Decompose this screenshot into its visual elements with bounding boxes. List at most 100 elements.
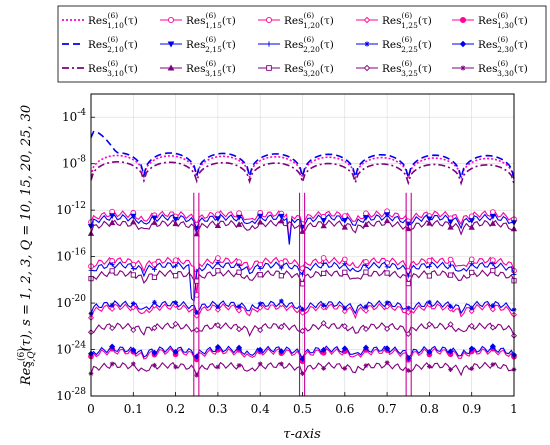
series-marker <box>490 362 496 367</box>
series-marker <box>299 228 306 234</box>
series-marker <box>214 222 222 228</box>
series-marker <box>194 309 200 315</box>
series-marker <box>363 210 369 217</box>
series-marker <box>236 362 242 368</box>
series-marker <box>215 255 221 261</box>
y-tick-label: 10-24 <box>56 341 86 357</box>
series-3-20 <box>88 267 517 287</box>
y-tick-label: 10-16 <box>56 248 86 264</box>
series-marker <box>405 368 411 373</box>
series-marker <box>215 364 221 370</box>
series-marker <box>151 215 158 222</box>
series-marker <box>468 218 475 224</box>
legend-item: Res(6) 1,10(τ) <box>62 11 138 30</box>
legend-item: Res(6) 3,20(τ) <box>258 59 334 78</box>
series-marker <box>341 223 348 230</box>
series-marker <box>300 306 305 312</box>
series-marker <box>278 213 285 220</box>
series-marker <box>172 257 179 264</box>
x-tick-label: 0.2 <box>166 402 185 416</box>
series-marker <box>108 213 116 219</box>
series-marker <box>130 218 137 225</box>
series-marker <box>109 325 116 332</box>
series-marker <box>448 367 453 372</box>
series-marker <box>363 269 369 275</box>
legend-item: Res(6) 1,15(τ) <box>160 11 236 30</box>
series-marker <box>426 321 433 328</box>
series-marker <box>321 270 327 277</box>
series-marker <box>426 257 433 264</box>
y-tick-label: 10-4 <box>62 108 86 124</box>
series-marker <box>214 216 222 223</box>
legend-label: Res(6) 3,10(τ) <box>88 59 138 78</box>
series-marker <box>236 307 243 314</box>
series-marker <box>321 260 327 266</box>
series-marker <box>193 225 200 232</box>
y-tick-label: 10-8 <box>62 155 86 171</box>
legend-label: Res(6) 3,15(τ) <box>186 59 236 78</box>
y-tick-label: 10-28 <box>56 387 86 403</box>
legend-item: Res(6) 3,25(τ) <box>356 59 432 78</box>
series-marker <box>173 263 178 269</box>
series-marker <box>130 272 136 278</box>
series-2-15 <box>87 212 518 245</box>
series-1-10 <box>90 154 515 182</box>
series-marker <box>426 273 433 279</box>
series-marker <box>257 361 263 367</box>
series-marker <box>130 266 136 272</box>
series-marker <box>490 209 496 215</box>
series-marker <box>257 266 263 271</box>
legend-label: Res(6) 3,25(τ) <box>382 59 432 78</box>
series-marker <box>152 299 157 305</box>
series-marker <box>405 305 411 311</box>
series-marker <box>257 301 263 307</box>
series-marker <box>363 363 369 368</box>
series-marker <box>278 217 285 224</box>
y-axis-label: Res(6)s,Q(τ), s = 1, 2, 3, Q = 10, 15, 2… <box>16 105 37 386</box>
series-marker <box>447 223 454 230</box>
legend-item: Res(6) 3,15(τ) <box>160 59 236 78</box>
legend-label: Res(6) 2,15(τ) <box>186 35 236 54</box>
series-marker <box>109 208 116 215</box>
series-marker <box>236 344 243 351</box>
series-marker <box>468 224 475 230</box>
series-marker <box>236 326 243 333</box>
legend-label: Res(6) 3,30(τ) <box>478 59 528 78</box>
series-marker <box>341 217 348 224</box>
x-tick-label: 0.6 <box>335 402 354 416</box>
series-marker <box>299 281 306 287</box>
x-axis-label: τ-axis <box>283 427 321 442</box>
x-tick-label: 1 <box>510 402 518 416</box>
legend-item: Res(6) 2,15(τ) <box>160 35 236 54</box>
series-marker <box>151 261 158 268</box>
series-marker <box>278 361 284 367</box>
series-marker <box>490 303 496 309</box>
series-marker <box>426 219 433 226</box>
series-marker <box>109 268 115 274</box>
series-marker <box>300 371 305 376</box>
series-marker <box>257 213 264 220</box>
series-marker <box>342 269 348 275</box>
series-marker <box>384 345 391 352</box>
series-marker <box>384 270 390 276</box>
x-tick-label: 0.9 <box>462 402 481 416</box>
legend-label: Res(6) 2,10(τ) <box>88 35 138 54</box>
series-marker <box>469 305 475 311</box>
series-marker <box>130 347 137 354</box>
series-marker <box>236 210 242 217</box>
series-marker <box>320 255 327 261</box>
legend-item: Res(6) 3,10(τ) <box>62 59 138 78</box>
series-marker <box>321 302 327 308</box>
series-marker <box>130 213 137 220</box>
series-marker <box>342 366 348 371</box>
series-marker <box>257 346 264 353</box>
series-marker <box>167 16 175 24</box>
legend-item: Res(6) 3,30(τ) <box>452 59 528 78</box>
series-marker <box>427 299 432 305</box>
series-marker <box>426 216 433 223</box>
series-marker <box>383 212 391 218</box>
series-marker <box>447 219 454 226</box>
series-marker <box>214 343 221 351</box>
series-marker <box>469 366 475 372</box>
